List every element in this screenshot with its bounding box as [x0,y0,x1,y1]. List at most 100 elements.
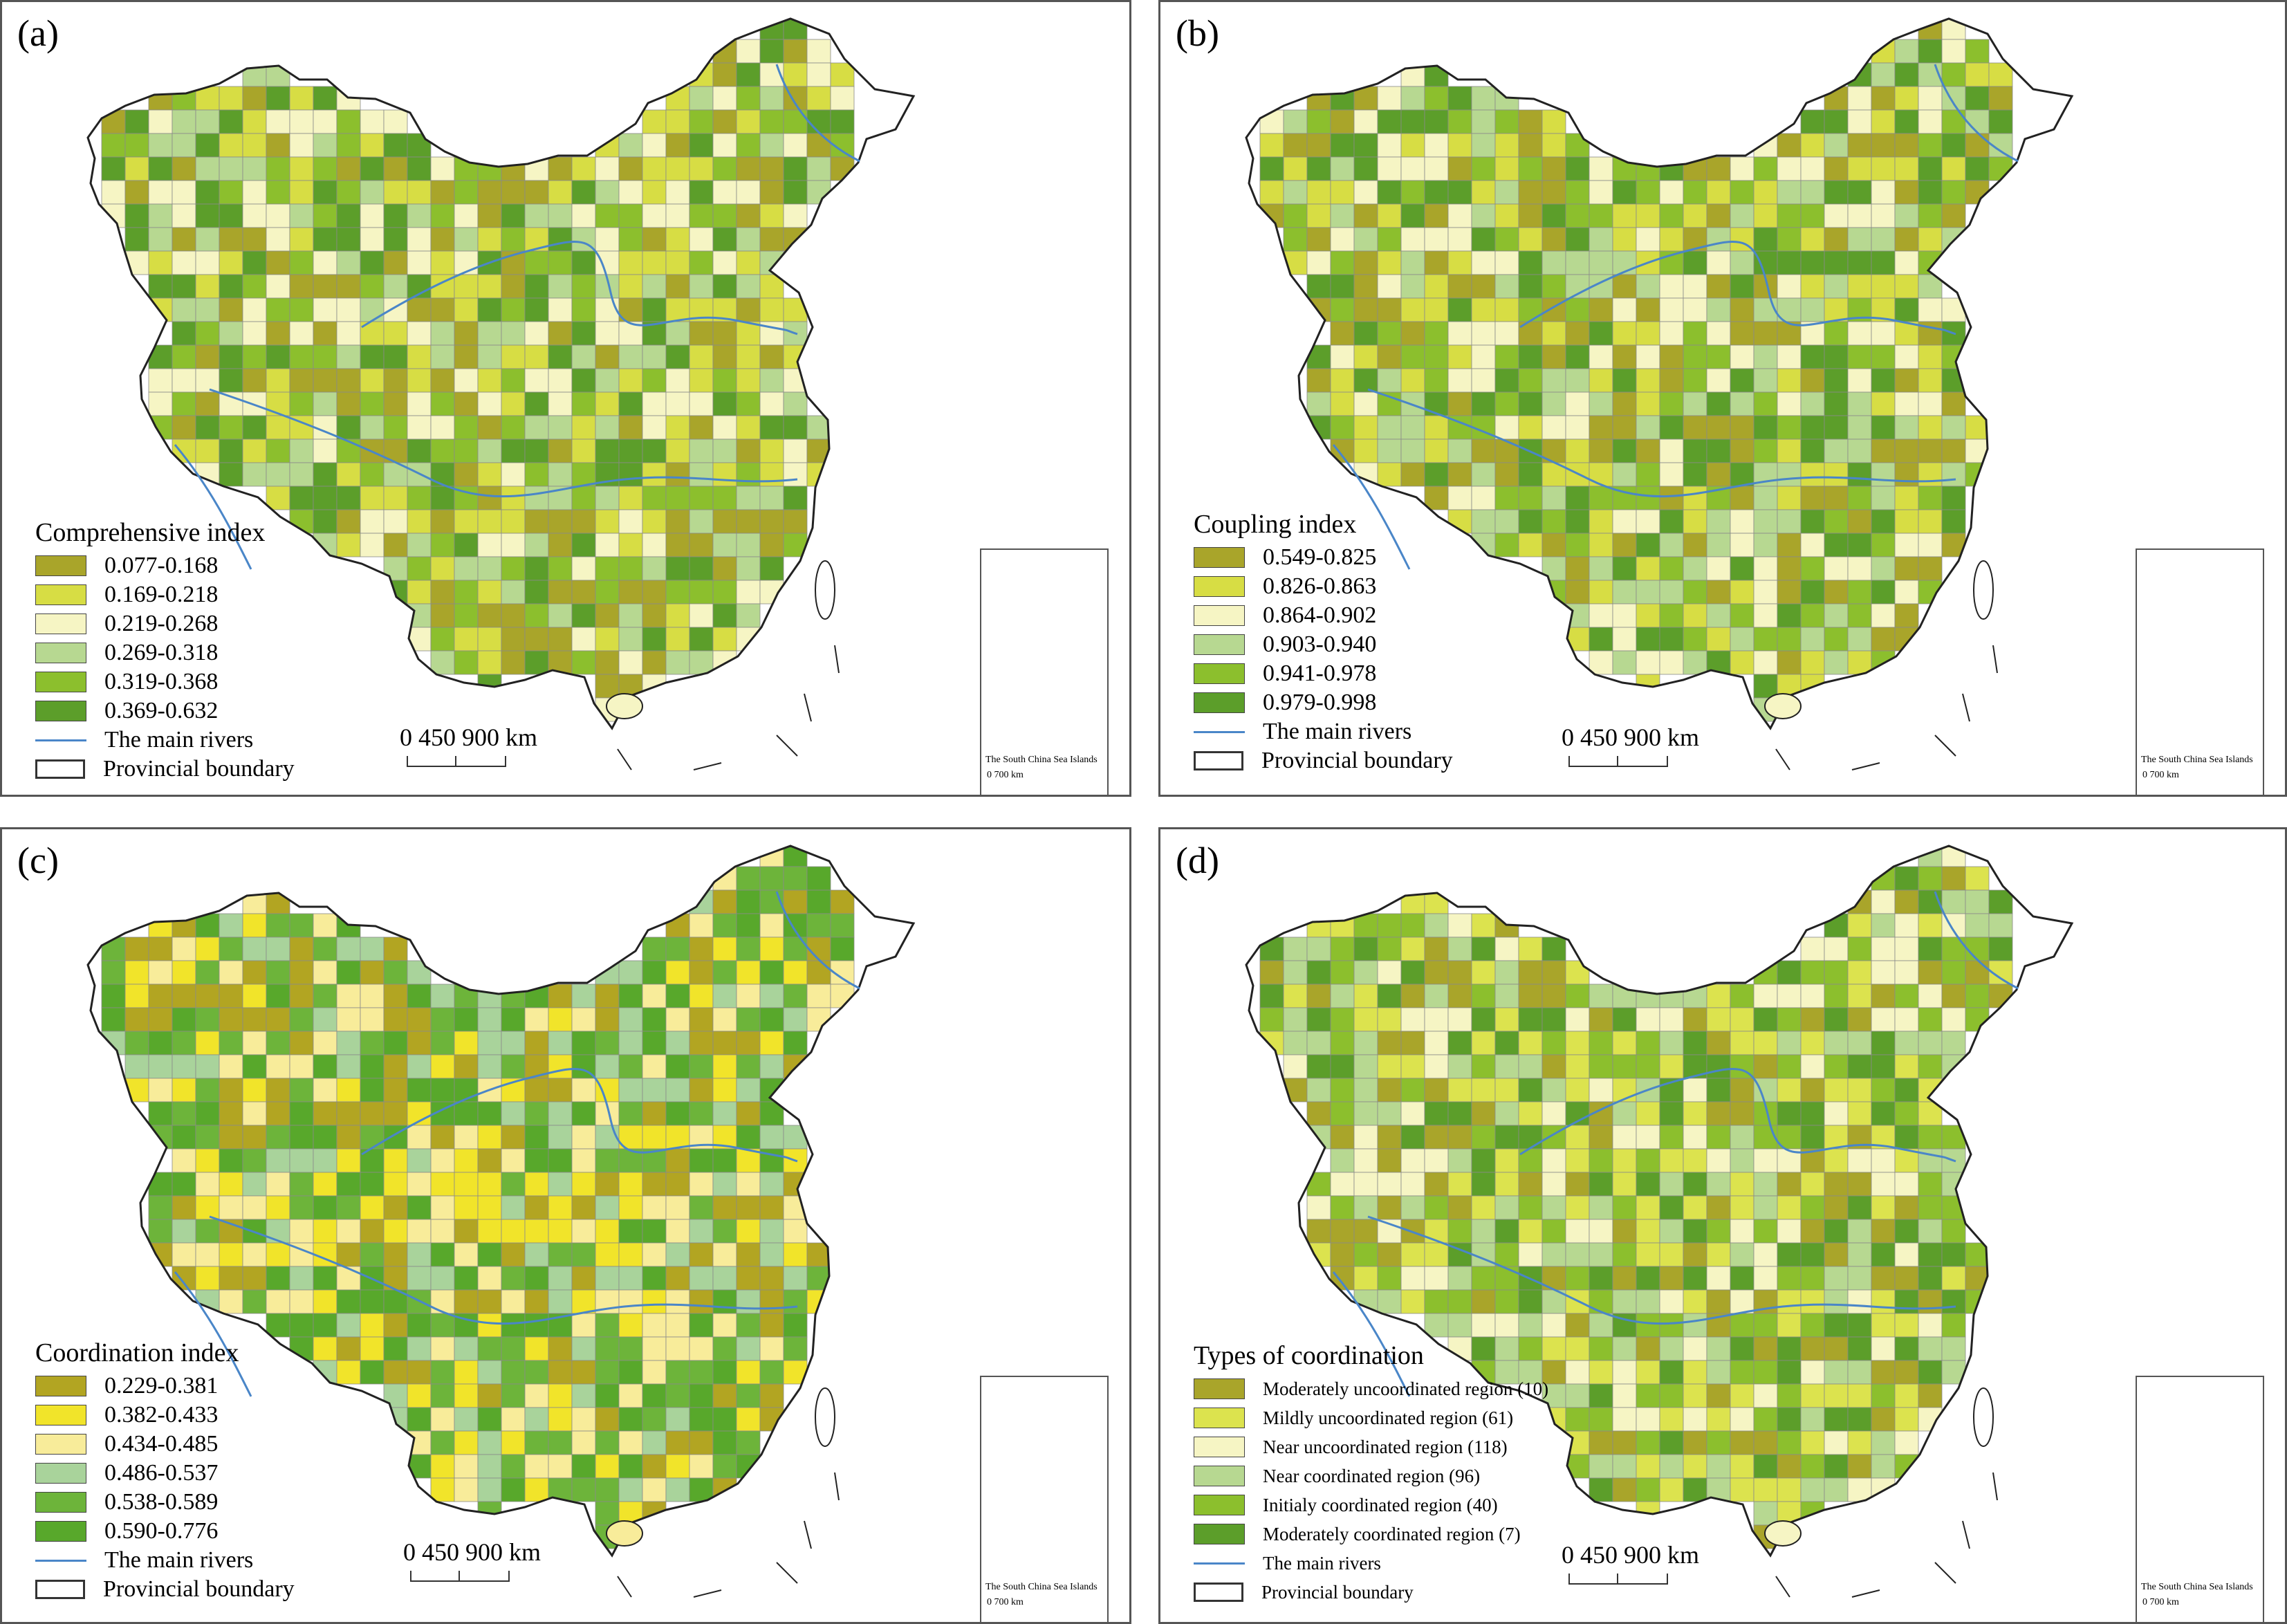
region-cell [548,1078,573,1102]
region-cell [759,368,784,393]
region-cell [1400,133,1425,158]
region-cell [806,86,831,111]
region-cell [642,1383,667,1408]
region-cell [1918,203,1943,228]
region-cell [1894,250,1919,275]
region-cell [1565,180,1590,205]
region-cell [313,1313,337,1338]
region-cell [501,650,526,675]
region-cell [1824,1360,1849,1385]
region-cell [665,227,690,252]
region-cell [1518,344,1543,369]
region-cell [1894,1172,1919,1197]
region-cell [407,1266,432,1291]
region-cell [1824,1266,1849,1291]
region-cell [595,439,620,463]
region-cell [736,1430,761,1455]
legend-c: Coordination index 0.229-0.381 0.382-0.43… [35,1340,295,1604]
region-cell [571,462,596,487]
legend-swatch [35,584,86,605]
region-cell [736,1289,761,1314]
region-cell [242,321,267,346]
legend-item: 0.538-0.589 [35,1488,295,1517]
region-cell [1730,321,1754,346]
region-cell [1471,960,1496,985]
scale-ruler [1568,1574,1668,1585]
region-cell [1800,1101,1825,1126]
region-cell [242,86,267,111]
region-cell [1753,1007,1778,1032]
region-cell [1824,133,1849,158]
region-cell [1494,1266,1519,1291]
region-cell [548,297,573,322]
region-cell [1400,250,1425,275]
region-cell [759,109,784,134]
region-cell [1471,1078,1496,1102]
region-cell [524,650,549,675]
region-cell [1847,109,1872,134]
region-cell [1612,368,1637,393]
region-cell [124,1054,149,1079]
region-cell [1824,250,1849,275]
region-cell [1847,62,1872,87]
region-cell [1683,627,1707,652]
region-cell [642,227,667,252]
region-cell [1400,1266,1425,1291]
region-cell [548,1289,573,1314]
region-cell [1894,86,1919,111]
region-cell [336,533,361,557]
region-cell [430,1454,455,1479]
region-cell [1541,1313,1566,1338]
region-cell [1800,274,1825,299]
region-cell [1730,984,1754,1008]
region-cell [665,1031,690,1055]
region-cell [1518,1172,1543,1197]
region-cell [642,1078,667,1102]
region-cell [1847,1407,1872,1432]
region-cell [1847,1336,1872,1361]
legend-item: 0.590-0.776 [35,1517,295,1546]
region-cell [689,1407,714,1432]
inset-scale-c: 0 700 km [987,1597,1024,1607]
region-cell [689,1148,714,1173]
region-cell [219,1289,243,1314]
region-cell [1447,297,1472,322]
region-cell [1753,603,1778,628]
region-cell [1541,344,1566,369]
region-cell [1683,1266,1707,1291]
region-cell [759,1313,784,1338]
region-cell [1353,960,1378,985]
region-cell [806,109,831,134]
inset-caption-c: The South China Sea Islands [985,1582,1098,1592]
region-cell [1283,133,1308,158]
region-cell [1612,1148,1637,1173]
region-cell [1306,913,1331,938]
region-cell [1894,133,1919,158]
region-cell [1847,1289,1872,1314]
scale-bar-c: 0 450 900 km [403,1538,541,1582]
region-cell [1918,1242,1943,1267]
region-cell [1565,156,1590,181]
region-cell [1377,1148,1402,1173]
region-cell [1589,556,1613,581]
region-cell [1424,1172,1449,1197]
legend-title-d: Types of coordination [1194,1341,1424,1370]
region-cell [1894,913,1919,938]
region-cell [407,556,432,581]
region-cell [289,486,314,510]
region-cell [477,203,502,228]
region-cell [1565,1172,1590,1197]
region-cell [1424,1054,1449,1079]
region-cell [1612,1266,1637,1291]
region-cell [1918,1313,1943,1338]
region-cell [1800,533,1825,557]
region-cell [1683,344,1707,369]
region-cell [1541,1101,1566,1126]
region-cell [1424,462,1449,487]
region-cell [1589,368,1613,393]
region-cell [1988,156,2013,181]
region-cell [454,580,479,605]
region-cell [618,227,643,252]
region-cell [1330,439,1355,463]
region-cell [830,889,855,914]
